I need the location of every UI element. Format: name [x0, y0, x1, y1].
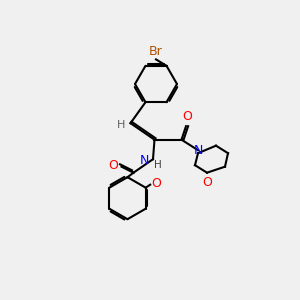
Text: N: N	[193, 144, 203, 157]
Text: Br: Br	[149, 46, 163, 59]
Text: O: O	[108, 159, 118, 172]
Text: O: O	[202, 176, 212, 189]
Text: N: N	[140, 154, 149, 167]
Text: H: H	[117, 120, 125, 130]
Text: O: O	[152, 177, 162, 190]
Text: H: H	[154, 160, 162, 170]
Text: O: O	[183, 110, 192, 123]
